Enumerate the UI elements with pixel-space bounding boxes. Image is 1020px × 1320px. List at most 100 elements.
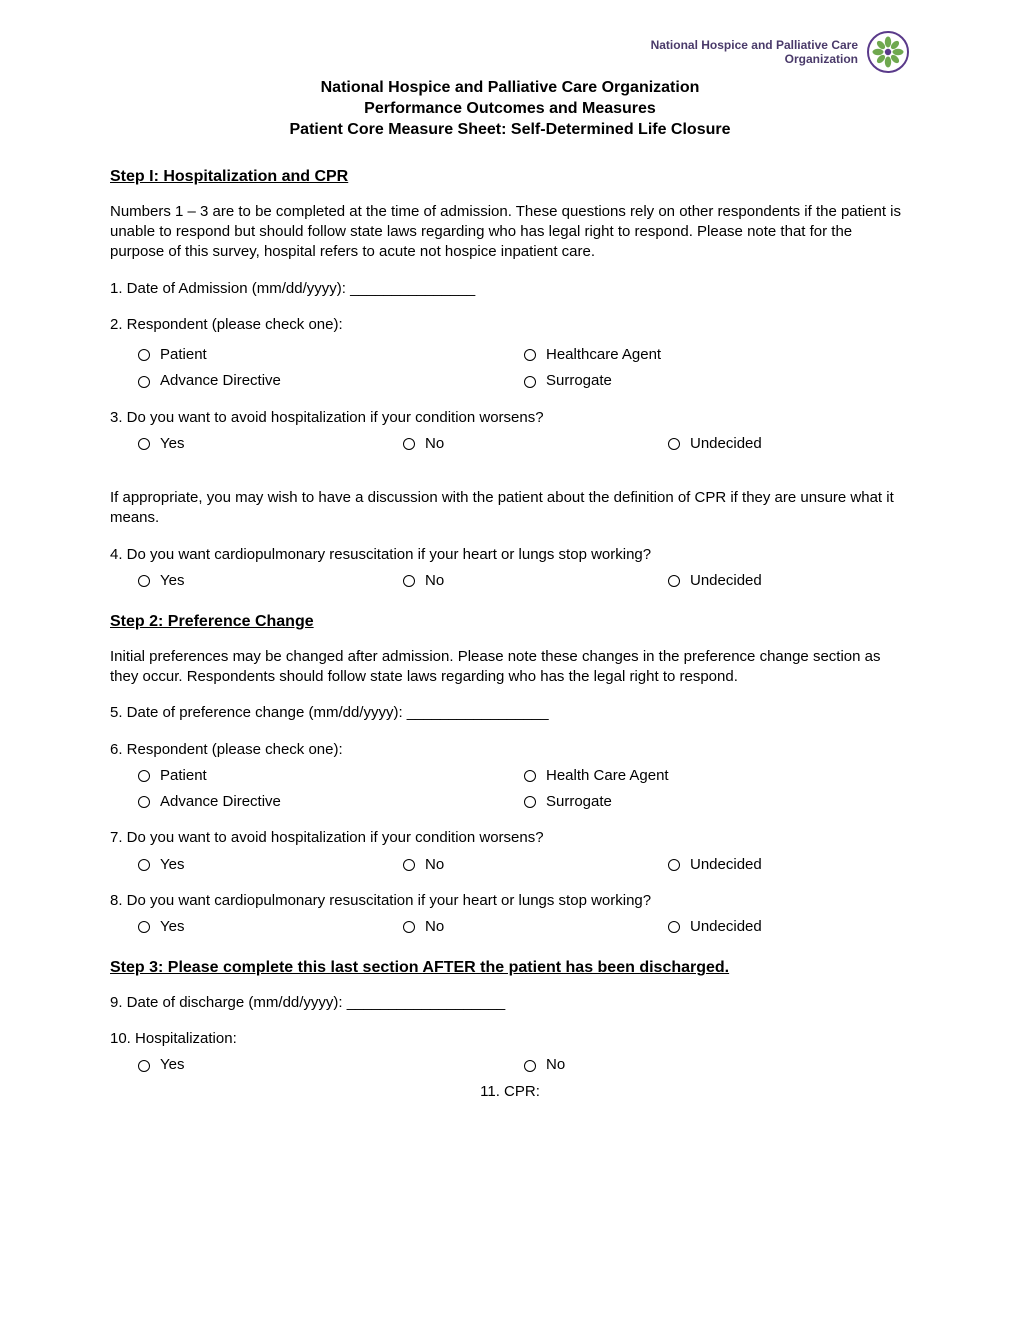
q8: 8. Do you want cardiopulmonary resuscita…	[110, 891, 910, 911]
q1: 1. Date of Admission (mm/dd/yyyy): _____…	[110, 279, 910, 299]
opt-label: No	[425, 917, 444, 937]
opt-label: Yes	[160, 855, 184, 875]
q6-row2: Advance Directive Surrogate	[138, 792, 910, 812]
radio-icon	[524, 796, 536, 808]
title-line1: National Hospice and Palliative Care Org…	[110, 78, 910, 99]
q8-opts: Yes No Undecided	[138, 917, 910, 937]
opt-label: Undecided	[690, 917, 762, 937]
q11: 11. CPR:	[110, 1082, 910, 1102]
q10-opts: Yes No	[138, 1055, 910, 1075]
opt-label: Healthcare Agent	[546, 345, 661, 365]
radio-icon	[668, 859, 680, 871]
opt-label: Undecided	[690, 434, 762, 454]
radio-icon	[403, 859, 415, 871]
cpr-note: If appropriate, you may wish to have a d…	[110, 488, 910, 529]
step1-heading: Step I: Hospitalization and CPR	[110, 166, 910, 188]
q3: 3. Do you want to avoid hospitalization …	[110, 408, 910, 428]
radio-icon	[138, 376, 150, 388]
opt-label: Health Care Agent	[546, 766, 669, 786]
q7-opt-undecided[interactable]: Undecided	[668, 855, 762, 875]
opt-label: Yes	[160, 917, 184, 937]
radio-icon	[138, 859, 150, 871]
q3-opts: Yes No Undecided	[138, 434, 910, 454]
q7-opt-yes[interactable]: Yes	[138, 855, 403, 875]
q8-opt-undecided[interactable]: Undecided	[668, 917, 762, 937]
opt-label: Surrogate	[546, 371, 612, 391]
opt-label: Yes	[160, 571, 184, 591]
opt-label: Advance Directive	[160, 792, 281, 812]
q5: 5. Date of preference change (mm/dd/yyyy…	[110, 703, 910, 723]
q8-opt-no[interactable]: No	[403, 917, 668, 937]
step3-heading: Step 3: Please complete this last sectio…	[110, 957, 910, 979]
q4-opt-no[interactable]: No	[403, 571, 668, 591]
q2-opt-surrogate[interactable]: Surrogate	[524, 371, 910, 391]
q4-opt-yes[interactable]: Yes	[138, 571, 403, 591]
q10-opt-yes[interactable]: Yes	[138, 1055, 524, 1075]
q2-opt-advance-directive[interactable]: Advance Directive	[138, 371, 524, 391]
org-logo-icon	[866, 30, 910, 74]
q6-row1: Patient Health Care Agent	[138, 766, 910, 786]
radio-icon	[668, 438, 680, 450]
q6-opt-patient[interactable]: Patient	[138, 766, 524, 786]
q2-row2: Advance Directive Surrogate	[138, 371, 910, 391]
q2: 2. Respondent (please check one):	[110, 315, 910, 335]
radio-icon	[524, 376, 536, 388]
q6-opt-advance-directive[interactable]: Advance Directive	[138, 792, 524, 812]
q8-opt-yes[interactable]: Yes	[138, 917, 403, 937]
q7-opt-no[interactable]: No	[403, 855, 668, 875]
radio-icon	[138, 575, 150, 587]
q10: 10. Hospitalization:	[110, 1029, 910, 1049]
opt-label: Surrogate	[546, 792, 612, 812]
q6-opt-surrogate[interactable]: Surrogate	[524, 792, 910, 812]
radio-icon	[138, 438, 150, 450]
q3-opt-no[interactable]: No	[403, 434, 668, 454]
opt-label: Patient	[160, 345, 207, 365]
title-line2: Performance Outcomes and Measures	[110, 99, 910, 120]
org-line1: National Hospice and Palliative Care	[651, 38, 858, 52]
org-line2: Organization	[651, 52, 858, 66]
q7-opts: Yes No Undecided	[138, 855, 910, 875]
q6-opt-healthcare-agent[interactable]: Health Care Agent	[524, 766, 910, 786]
radio-icon	[138, 796, 150, 808]
radio-icon	[403, 921, 415, 933]
opt-label: Advance Directive	[160, 371, 281, 391]
opt-label: No	[546, 1055, 565, 1075]
radio-icon	[524, 1060, 536, 1072]
q4-opt-undecided[interactable]: Undecided	[668, 571, 762, 591]
q4: 4. Do you want cardiopulmonary resuscita…	[110, 545, 910, 565]
radio-icon	[668, 921, 680, 933]
radio-icon	[138, 349, 150, 361]
title-line3: Patient Core Measure Sheet: Self-Determi…	[110, 120, 910, 141]
radio-icon	[403, 575, 415, 587]
opt-label: No	[425, 434, 444, 454]
radio-icon	[524, 770, 536, 782]
opt-label: Yes	[160, 1055, 184, 1075]
q2-row1: Patient Healthcare Agent	[138, 345, 910, 365]
radio-icon	[138, 921, 150, 933]
opt-label: No	[425, 855, 444, 875]
opt-label: Yes	[160, 434, 184, 454]
step1-intro: Numbers 1 – 3 are to be completed at the…	[110, 202, 910, 263]
opt-label: Undecided	[690, 571, 762, 591]
org-name: National Hospice and Palliative Care Org…	[651, 38, 858, 67]
header-top: National Hospice and Palliative Care Org…	[110, 30, 910, 74]
q4-opts: Yes No Undecided	[138, 571, 910, 591]
radio-icon	[138, 1060, 150, 1072]
radio-icon	[138, 770, 150, 782]
step2-heading: Step 2: Preference Change	[110, 611, 910, 633]
opt-label: No	[425, 571, 444, 591]
opt-label: Undecided	[690, 855, 762, 875]
q2-opt-patient[interactable]: Patient	[138, 345, 524, 365]
radio-icon	[403, 438, 415, 450]
q3-opt-undecided[interactable]: Undecided	[668, 434, 762, 454]
q6: 6. Respondent (please check one):	[110, 740, 910, 760]
q9: 9. Date of discharge (mm/dd/yyyy): _____…	[110, 993, 910, 1013]
step2-intro: Initial preferences may be changed after…	[110, 647, 910, 688]
q10-opt-no[interactable]: No	[524, 1055, 910, 1075]
q7: 7. Do you want to avoid hospitalization …	[110, 828, 910, 848]
opt-label: Patient	[160, 766, 207, 786]
q2-opt-healthcare-agent[interactable]: Healthcare Agent	[524, 345, 910, 365]
radio-icon	[524, 349, 536, 361]
title-block: National Hospice and Palliative Care Org…	[110, 78, 910, 140]
q3-opt-yes[interactable]: Yes	[138, 434, 403, 454]
